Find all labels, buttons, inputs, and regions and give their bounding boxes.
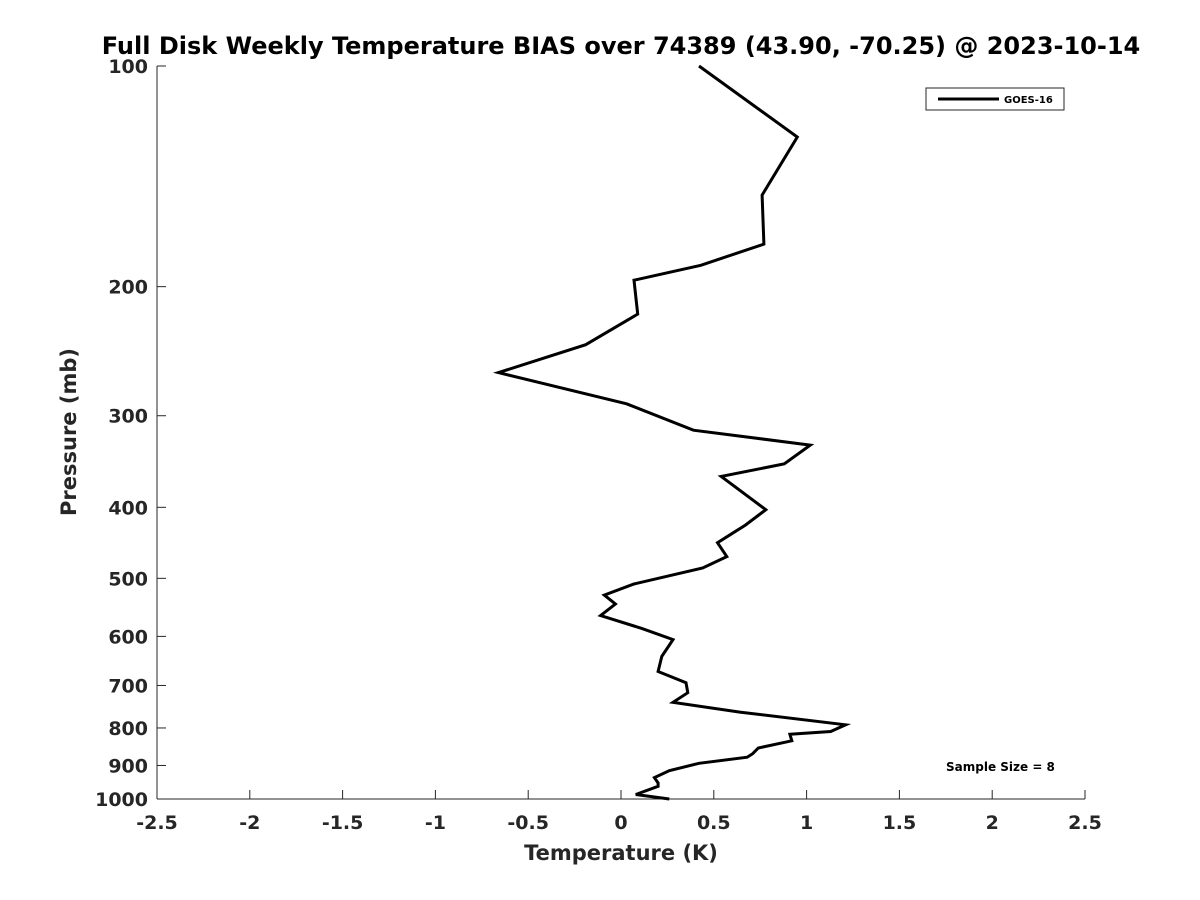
x-tick-label: 2.5: [1068, 812, 1102, 834]
y-axis-label: Pressure (mb): [57, 348, 81, 516]
x-tick-label: -2.5: [136, 812, 178, 834]
x-tick-label: -2: [239, 812, 260, 834]
x-tick-label: 1.5: [883, 812, 917, 834]
x-axis-label: Temperature (K): [524, 841, 718, 865]
y-tick-label: 200: [108, 277, 148, 299]
series-line-goes-16: [492, 64, 852, 801]
legend: GOES-16: [925, 87, 1065, 111]
y-tick-label: 1000: [95, 789, 148, 811]
y-tick-label: 400: [108, 497, 148, 519]
x-tick-label: 1: [800, 812, 813, 834]
x-tick-label: 2: [986, 812, 999, 834]
y-ticks: 100 200 300 400 500 600 700 800 900 1000: [95, 56, 166, 811]
y-tick-label: 700: [108, 675, 148, 697]
x-tick-label: 0: [614, 812, 627, 834]
x-tick-label: 0.5: [697, 812, 731, 834]
axes: [156, 66, 1085, 800]
plot-lines: [492, 64, 852, 801]
y-tick-label: 600: [108, 626, 148, 648]
x-ticks: -2.5 -2 -1.5 -1 -0.5 0 0.5 1 1.5 2 2.5: [136, 790, 1102, 834]
y-tick-label: 900: [108, 755, 148, 777]
y-tick-label: 800: [108, 718, 148, 740]
sample-size-annotation: Sample Size = 8: [946, 760, 1055, 774]
y-tick-label: 300: [108, 406, 148, 428]
x-tick-label: -1.5: [322, 812, 364, 834]
y-tick-label: 100: [108, 56, 148, 78]
chart-title: Full Disk Weekly Temperature BIAS over 7…: [102, 32, 1141, 60]
legend-label-goes-16: GOES-16: [1004, 95, 1053, 106]
x-tick-label: -1: [425, 812, 446, 834]
y-tick-label: 500: [108, 568, 148, 590]
x-tick-label: -0.5: [507, 812, 549, 834]
